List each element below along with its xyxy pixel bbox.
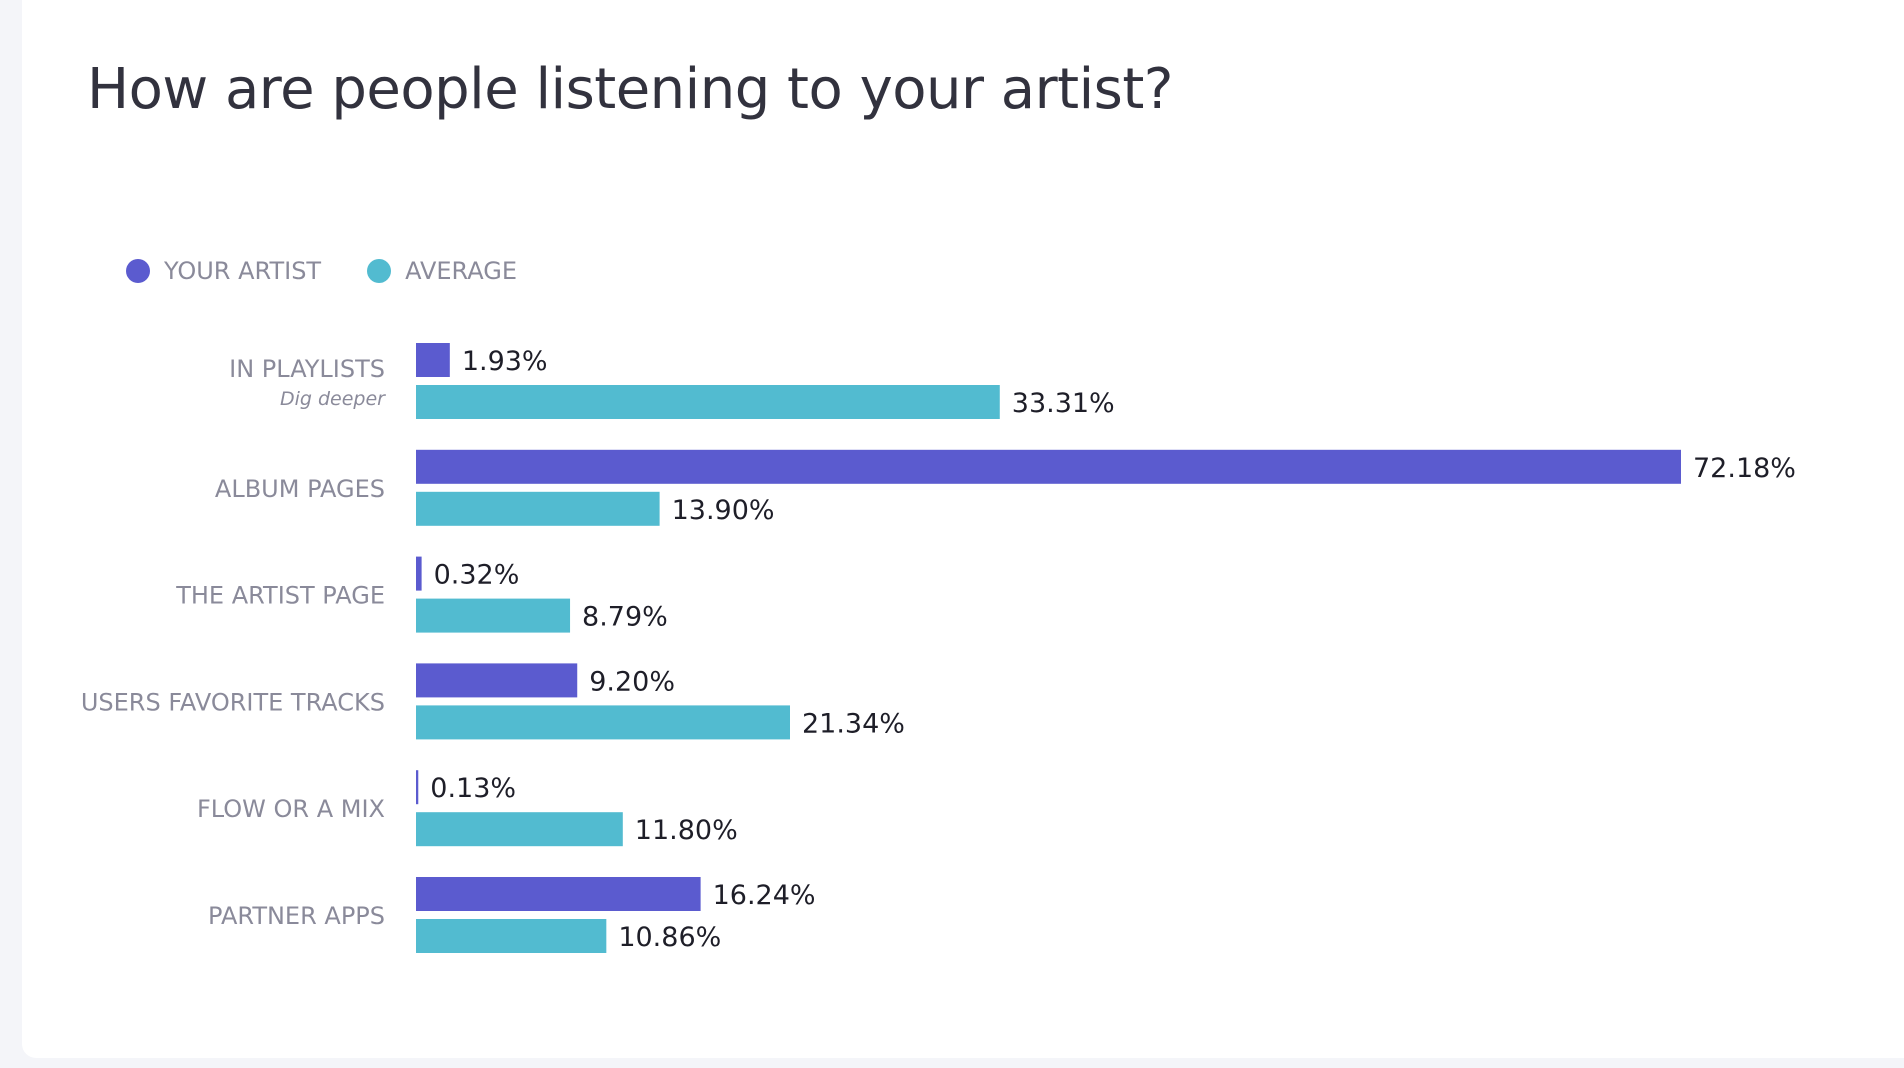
value-label-your-artist-album-pages: 72.18% — [1693, 453, 1796, 484]
bar-average-in-playlists[interactable] — [416, 385, 1000, 419]
bar-average-album-pages[interactable] — [416, 491, 660, 526]
value-label-average-partner-apps: 10.86% — [618, 922, 721, 953]
bar-average-users-favorite-tracks[interactable] — [416, 705, 790, 740]
dig-deeper-link[interactable]: Dig deeper — [280, 388, 386, 410]
legend-item-your-artist[interactable]: YOUR ARTIST — [126, 257, 321, 285]
category-label-partner-apps: PARTNER APPS — [208, 902, 385, 930]
value-label-your-artist-the-artist-page: 0.32% — [434, 560, 520, 591]
category-label-flow-or-a-mix: FLOW OR A MIX — [197, 795, 385, 823]
legend-item-average[interactable]: AVERAGE — [367, 257, 517, 285]
bar-your-artist-the-artist-page[interactable] — [416, 556, 422, 591]
chart-card — [22, 0, 1904, 1058]
category-label-album-pages: ALBUM PAGES — [215, 475, 385, 503]
legend: YOUR ARTIST AVERAGE — [126, 257, 517, 285]
value-label-average-in-playlists: 33.31% — [1012, 388, 1115, 419]
legend-dot-average — [367, 259, 392, 283]
value-label-your-artist-flow-or-a-mix: 0.13% — [430, 773, 516, 804]
value-label-your-artist-users-favorite-tracks: 9.20% — [589, 666, 675, 697]
legend-dot-your-artist — [126, 259, 150, 283]
bar-your-artist-album-pages[interactable] — [416, 449, 1681, 484]
legend-label-average: AVERAGE — [405, 257, 518, 285]
value-label-average-the-artist-page: 8.79% — [582, 602, 668, 633]
value-label-average-users-favorite-tracks: 21.34% — [802, 708, 905, 739]
value-label-your-artist-in-playlists: 1.93% — [462, 346, 548, 377]
bar-average-flow-or-a-mix[interactable] — [416, 812, 623, 847]
category-label-users-favorite-tracks: USERS FAVORITE TRACKS — [81, 688, 385, 716]
value-label-average-album-pages: 13.90% — [672, 495, 775, 526]
bar-average-the-artist-page[interactable] — [416, 598, 571, 633]
chart-title: How are people listening to your artist? — [87, 57, 1174, 122]
bar-your-artist-partner-apps[interactable] — [416, 877, 701, 911]
bar-average-partner-apps[interactable] — [416, 919, 607, 953]
category-label-the-artist-page: THE ARTIST PAGE — [175, 582, 385, 610]
value-label-average-flow-or-a-mix: 11.80% — [635, 815, 738, 846]
value-label-your-artist-partner-apps: 16.24% — [713, 880, 816, 911]
bar-your-artist-users-favorite-tracks[interactable] — [416, 663, 578, 698]
category-label-in-playlists: IN PLAYLISTS — [229, 355, 385, 383]
bar-your-artist-flow-or-a-mix[interactable] — [416, 770, 419, 805]
legend-label-your-artist: YOUR ARTIST — [164, 257, 322, 285]
bar-your-artist-in-playlists[interactable] — [416, 343, 450, 377]
